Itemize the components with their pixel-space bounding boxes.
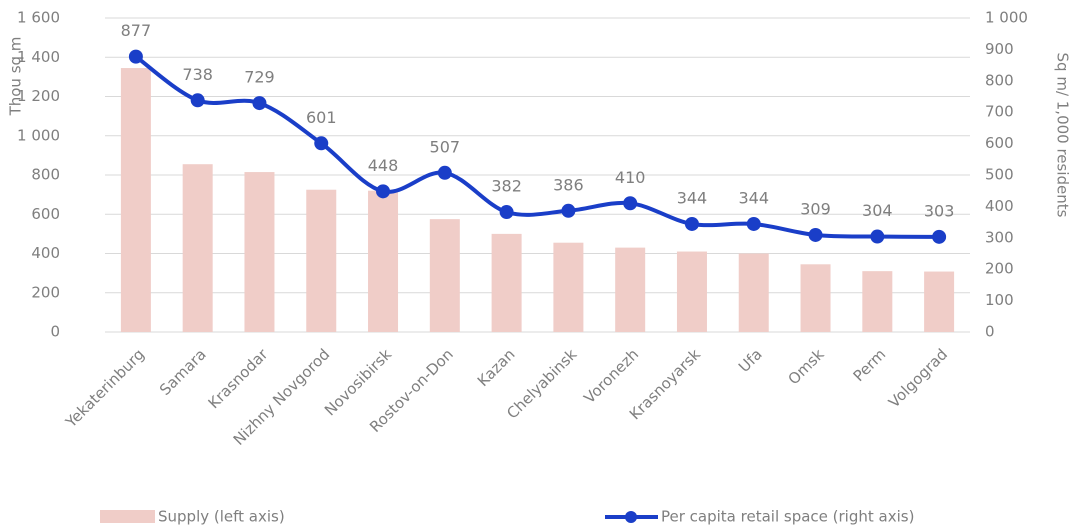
x-tick-label: Volgograd bbox=[885, 345, 951, 411]
point bbox=[932, 229, 947, 244]
data-label: 386 bbox=[553, 175, 584, 194]
point bbox=[684, 216, 699, 231]
legend-label: Per capita retail space (right axis) bbox=[661, 508, 914, 526]
bar bbox=[676, 251, 707, 332]
bar bbox=[800, 264, 831, 332]
legend-swatch bbox=[625, 511, 637, 523]
y-tick-label: 200 bbox=[31, 283, 60, 301]
legend-label: Supply (left axis) bbox=[158, 508, 285, 526]
y-tick-label: 1 600 bbox=[17, 9, 60, 27]
y-tick-label: 0 bbox=[50, 323, 60, 341]
data-label: 382 bbox=[491, 177, 522, 196]
bar bbox=[862, 271, 893, 332]
data-label: 729 bbox=[244, 68, 275, 87]
data-label: 601 bbox=[306, 108, 337, 127]
y2-tick-label: 600 bbox=[985, 134, 1014, 152]
bar bbox=[120, 68, 151, 332]
point bbox=[623, 196, 638, 211]
y2-axis-title: Sq m/ 1,000 residents bbox=[1054, 53, 1072, 218]
x-tick-label: Samara bbox=[156, 345, 210, 399]
y-axis-title: Thou sq m bbox=[7, 37, 25, 117]
y2-tick-label: 200 bbox=[985, 260, 1014, 278]
point bbox=[870, 229, 885, 244]
data-label: 738 bbox=[182, 65, 213, 84]
data-label: 507 bbox=[430, 137, 461, 156]
x-tick-label: Ufa bbox=[735, 345, 766, 376]
y2-tick-label: 900 bbox=[985, 40, 1014, 58]
bar bbox=[924, 271, 955, 332]
point bbox=[499, 205, 514, 220]
data-label: 309 bbox=[800, 199, 831, 218]
y-tick-label: 600 bbox=[31, 205, 60, 223]
point bbox=[128, 49, 143, 64]
y2-tick-label: 700 bbox=[985, 103, 1014, 121]
y2-tick-label: 500 bbox=[985, 166, 1014, 184]
x-tick-label: Omsk bbox=[784, 345, 827, 388]
bar bbox=[368, 190, 399, 332]
y2-tick-label: 100 bbox=[985, 291, 1014, 309]
y-tick-label: 1 200 bbox=[17, 87, 60, 105]
bar bbox=[429, 219, 460, 332]
bar bbox=[244, 172, 275, 332]
bar bbox=[615, 247, 646, 332]
point bbox=[746, 216, 761, 231]
point bbox=[376, 184, 391, 199]
y2-tick-label: 1 000 bbox=[985, 9, 1028, 27]
data-label: 344 bbox=[738, 188, 769, 207]
y2-tick-label: 400 bbox=[985, 197, 1014, 215]
data-label: 344 bbox=[677, 188, 708, 207]
x-tick-label: Perm bbox=[850, 345, 890, 385]
x-tick-label: Kazan bbox=[474, 345, 519, 390]
data-label: 877 bbox=[121, 21, 152, 40]
y-tick-label: 1 400 bbox=[17, 48, 60, 66]
y2-tick-label: 800 bbox=[985, 71, 1014, 89]
point bbox=[190, 93, 205, 108]
data-label: 303 bbox=[924, 201, 955, 220]
y-tick-label: 400 bbox=[31, 244, 60, 262]
bar bbox=[182, 164, 213, 332]
y-tick-label: 1 000 bbox=[17, 126, 60, 144]
y-tick-label: 800 bbox=[31, 166, 60, 184]
data-label: 304 bbox=[862, 201, 893, 220]
bar bbox=[491, 233, 522, 332]
y2-tick-label: 300 bbox=[985, 228, 1014, 246]
bar bbox=[738, 253, 769, 332]
x-tick-label: Yekaterinburg bbox=[61, 345, 148, 432]
point bbox=[437, 165, 452, 180]
y2-tick-label: 0 bbox=[985, 323, 995, 341]
x-tick-label: Voronezh bbox=[580, 345, 642, 407]
point bbox=[252, 96, 267, 111]
point bbox=[561, 203, 576, 218]
bar bbox=[306, 189, 337, 332]
point bbox=[314, 136, 329, 151]
bar bbox=[553, 242, 584, 332]
data-label: 448 bbox=[368, 156, 399, 175]
point bbox=[808, 227, 823, 242]
data-label: 410 bbox=[615, 168, 646, 187]
legend-swatch bbox=[100, 510, 155, 523]
x-tick-label: Krasnodar bbox=[205, 345, 272, 412]
